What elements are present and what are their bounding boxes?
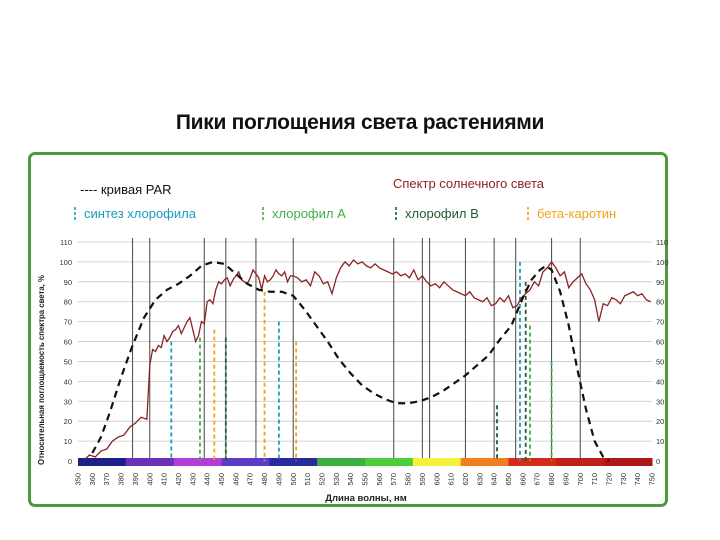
x-tick-label: 610 [447, 473, 456, 486]
x-tick-label: 590 [418, 473, 427, 486]
x-tick-label: 620 [461, 473, 470, 486]
x-tick-label: 720 [604, 473, 613, 486]
sun-spectrum-line [84, 258, 651, 460]
y-tick-label-right: 80 [656, 298, 664, 307]
x-tick-label: 430 [188, 473, 197, 486]
y-tick-label: 50 [64, 357, 72, 366]
x-tick-label: 520 [317, 473, 326, 486]
spectrum-bar-segment [269, 458, 318, 466]
y-tick-label-right: 40 [656, 377, 664, 386]
spectrum-bar-segment [460, 458, 509, 466]
y-tick-label-right: 50 [656, 357, 664, 366]
y-tick-label-right: 100 [656, 258, 669, 267]
spectrum-bar-segment [173, 458, 222, 466]
y-tick-label: 70 [64, 318, 72, 327]
y-tick-label-right: 90 [656, 278, 664, 287]
y-tick-label: 0 [68, 457, 72, 466]
legend-sun: Спектр солнечного света [393, 176, 545, 191]
x-tick-label: 540 [346, 473, 355, 486]
x-tick-label: 530 [332, 473, 341, 486]
spectrum-bar-segment [604, 458, 653, 466]
x-tick-label: 470 [246, 473, 255, 486]
x-tick-label: 740 [633, 473, 642, 486]
x-tick-label: 490 [274, 473, 283, 486]
y-tick-label-right: 110 [656, 238, 668, 247]
legend-chl-synth: синтез хлорофила [84, 206, 197, 221]
par-curve-line [91, 260, 610, 462]
legend-chl-a: хлорофил А [272, 206, 346, 221]
y-tick-label: 40 [64, 377, 72, 386]
x-tick-label: 410 [160, 473, 169, 486]
plot-area: 0 0 10 10 20 20 30 30 40 40 50 50 60 60 70 70 80 80 90 90 10… [59, 238, 669, 486]
y-tick-label-right: 0 [656, 457, 660, 466]
x-tick-label: 370 [102, 473, 111, 486]
x-tick-label: 580 [404, 473, 413, 486]
y-tick-label: 20 [64, 417, 72, 426]
x-tick-label: 510 [303, 473, 312, 486]
x-tick-label: 640 [490, 473, 499, 486]
spectrum-bar-segment [556, 458, 605, 466]
x-tick-label: 690 [561, 473, 570, 486]
x-tick-label: 560 [375, 473, 384, 486]
y-tick-label: 10 [64, 437, 72, 446]
x-tick-label: 500 [289, 473, 298, 486]
legend: ---- кривая PAR Спектр солнечного света … [74, 176, 616, 222]
x-tick-label: 360 [88, 473, 97, 486]
x-tick-label: 700 [576, 473, 585, 486]
y-tick-label-right: 60 [656, 338, 664, 347]
y-tick-label-right: 10 [656, 437, 664, 446]
x-tick-label: 400 [145, 473, 154, 486]
y-tick-label: 60 [64, 338, 72, 347]
x-tick-label: 710 [590, 473, 599, 486]
x-tick-label: 460 [231, 473, 240, 486]
x-tick-label: 650 [504, 473, 513, 486]
spectrum-bar-segment [125, 458, 175, 466]
chart-frame [28, 152, 668, 507]
x-tick-label: 350 [74, 473, 83, 486]
x-tick-label: 390 [131, 473, 140, 486]
spectrum-bar-segment [412, 458, 462, 466]
x-tick-label: 630 [475, 473, 484, 486]
x-tick-label: 450 [217, 473, 226, 486]
x-tick-label: 750 [648, 473, 657, 486]
legend-chl-b: хлорофил В [405, 206, 479, 221]
y-tick-label: 90 [64, 278, 72, 287]
x-tick-label: 440 [203, 473, 212, 486]
y-tick-label: 110 [60, 238, 72, 247]
spectrum-bar-segment [78, 458, 127, 466]
x-tick-label: 550 [361, 473, 370, 486]
y-tick-label: 100 [59, 258, 72, 267]
spectrum-bar-segment [221, 458, 270, 466]
legend-par: ---- кривая PAR [80, 182, 172, 197]
y-tick-label-right: 20 [656, 417, 664, 426]
y-tick-label: 80 [64, 298, 72, 307]
y-tick-label-right: 30 [656, 397, 664, 406]
y-tick-label: 30 [64, 397, 72, 406]
spectrum-bar-segment [365, 458, 414, 466]
x-tick-label: 660 [518, 473, 527, 486]
x-tick-label: 570 [389, 473, 398, 486]
x-tick-label: 680 [547, 473, 556, 486]
page-title: Пики поглощения света растениями [175, 111, 545, 134]
spectrum-bar-segment [508, 458, 557, 466]
x-tick-label: 600 [432, 473, 441, 486]
spectrum-bar-segment [317, 458, 366, 466]
legend-beta: бета-каротин [537, 206, 616, 221]
x-tick-label: 420 [174, 473, 183, 486]
y-tick-label-right: 70 [656, 318, 664, 327]
x-tick-label: 380 [117, 473, 126, 486]
x-tick-label: 670 [533, 473, 542, 486]
x-tick-label: 730 [619, 473, 628, 486]
x-tick-label: 480 [260, 473, 269, 486]
x-axis-label: Длина волны, нм [325, 493, 407, 504]
y-axis-label: Относительная поглощаемость спектра свет… [37, 275, 46, 465]
